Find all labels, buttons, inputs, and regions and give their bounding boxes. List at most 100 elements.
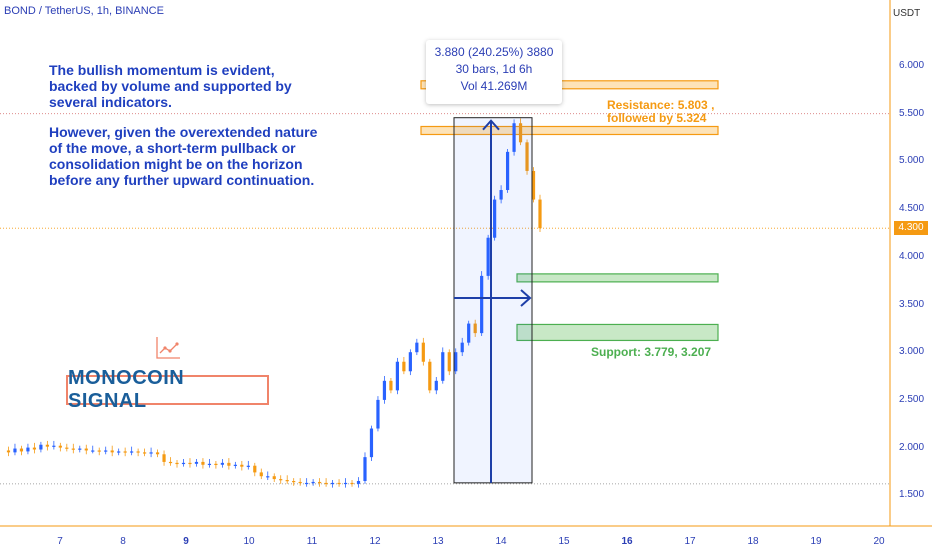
candle-body — [155, 452, 160, 455]
x-tick-label: 18 — [747, 536, 759, 547]
candle-body — [292, 480, 296, 483]
candle-body — [311, 481, 315, 484]
candle-body — [460, 342, 464, 353]
x-tick-label: 20 — [873, 536, 885, 547]
x-tick-label: 13 — [432, 536, 444, 547]
x-tick-label: 16 — [621, 536, 633, 547]
candle-body — [434, 380, 438, 391]
candle-body — [441, 352, 445, 381]
y-tick-label: 4.000 — [899, 250, 925, 262]
candle-body — [318, 481, 322, 484]
measure-volume: Vol 41.269M — [460, 79, 528, 93]
last-price-tag: 4.300 — [894, 221, 928, 235]
candle-body — [19, 448, 24, 452]
candle-body — [175, 462, 179, 465]
candle-body — [58, 445, 62, 448]
measure-bars: 30 bars, 1d 6h — [455, 62, 533, 76]
candle-body — [168, 461, 173, 464]
signal-badge: MONOCOIN SIGNAL — [66, 367, 269, 412]
resistance-label-line1: Resistance: 5.803 , — [607, 98, 715, 112]
candle-body — [493, 199, 497, 238]
candle-body — [421, 342, 425, 362]
resistance-label: Resistance: 5.803 , followed by 5.324 — [607, 99, 714, 125]
candle-body — [402, 361, 406, 372]
x-tick-label: 7 — [57, 536, 63, 547]
candle-body — [408, 352, 412, 372]
candle-body — [538, 199, 542, 229]
candle-body — [104, 450, 108, 452]
candle-body — [486, 237, 490, 276]
x-tick-label: 14 — [495, 536, 507, 547]
currency-label: USDT — [893, 8, 921, 19]
y-tick-label: 6.000 — [899, 60, 925, 71]
candle-body — [246, 465, 250, 467]
candle-body — [201, 461, 205, 465]
candle-body — [259, 472, 263, 477]
candles — [6, 118, 542, 488]
candle-body — [473, 323, 477, 334]
x-tick-label: 8 — [120, 536, 126, 547]
candle-body — [78, 448, 82, 450]
candle-body — [117, 451, 121, 453]
candle-body — [110, 450, 114, 453]
candle-body — [39, 444, 43, 450]
resistance-label-line2: followed by 5.324 — [607, 111, 707, 125]
candle-body — [389, 380, 393, 391]
candle-body — [447, 352, 451, 372]
candle-body — [52, 445, 56, 447]
candle-body — [369, 428, 374, 458]
support-label: Support: 3.779, 3.207 — [591, 345, 712, 359]
y-tick-label: 2.500 — [899, 393, 925, 405]
analysis-paragraph-1: The bullish momentum is evident, backed … — [49, 62, 292, 110]
candle-body — [214, 463, 218, 466]
x-tick-label: 9 — [183, 536, 189, 547]
candle-body — [84, 448, 88, 451]
x-tick-label: 10 — [243, 536, 255, 547]
candle-body — [467, 323, 471, 343]
candle-body — [6, 450, 11, 453]
candle-body — [350, 482, 354, 485]
candle-body — [220, 462, 224, 465]
y-tick-label: 1.500 — [899, 489, 925, 501]
y-tick-label: 3.500 — [899, 298, 925, 310]
y-tick-label: 5.500 — [899, 107, 925, 119]
candle-body — [13, 448, 17, 453]
resistance-zone — [420, 80, 719, 90]
candle-body — [382, 380, 387, 400]
candle-body — [512, 123, 516, 152]
x-tick-label: 17 — [684, 536, 696, 547]
candle-body — [279, 479, 283, 481]
x-tick-label: 12 — [369, 536, 381, 547]
candle-body — [181, 462, 186, 465]
candle-body — [480, 275, 484, 334]
candle-body — [272, 476, 276, 480]
candle-body — [285, 480, 289, 482]
candle-body — [428, 361, 432, 391]
candle-body — [298, 481, 302, 484]
candle-body — [531, 170, 536, 200]
candle-body — [266, 476, 270, 478]
candle-body — [376, 399, 380, 429]
analysis-note: The bullish momentum is evident, backed … — [49, 62, 319, 202]
gridlines — [0, 113, 890, 485]
x-tick-label: 15 — [558, 536, 570, 547]
candle-body — [207, 463, 212, 466]
y-tick-label: 3.000 — [899, 346, 925, 358]
support-zone — [516, 323, 719, 342]
y-tick-label: 2.000 — [899, 441, 925, 453]
candle-body — [162, 454, 166, 462]
candle-body — [330, 482, 335, 485]
candle-body — [188, 462, 192, 465]
candle-body — [324, 482, 328, 485]
candle-body — [194, 461, 199, 464]
candle-body — [227, 462, 231, 466]
candle-body — [343, 482, 348, 485]
x-tick-label: 19 — [810, 536, 822, 547]
candle-body — [65, 447, 69, 449]
symbol-title: BOND / TetherUS, 1h, BINANCE — [4, 5, 164, 17]
candle-body — [363, 457, 367, 481]
candle-body — [356, 480, 361, 484]
candle-body — [32, 447, 37, 450]
measure-range-box — [453, 117, 533, 484]
resistance-zone — [420, 125, 719, 136]
